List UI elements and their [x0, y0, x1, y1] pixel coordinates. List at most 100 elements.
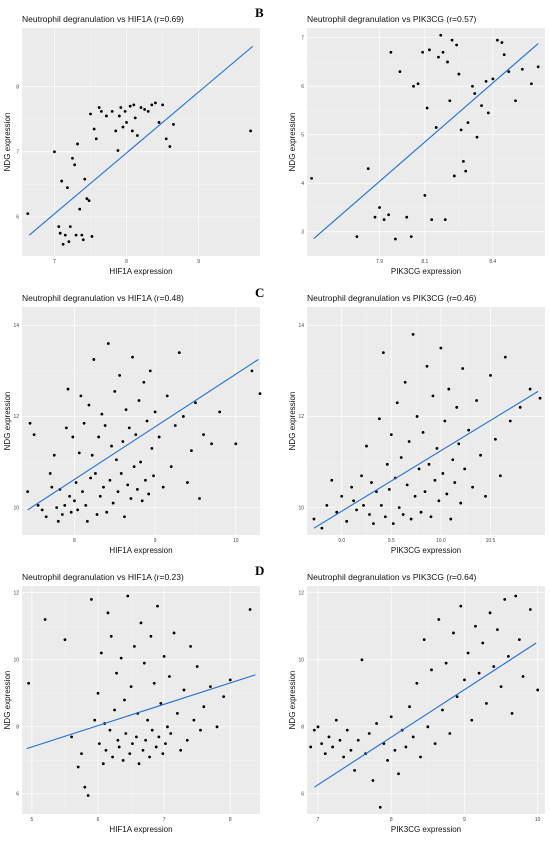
data-point: [57, 225, 61, 229]
data-point: [428, 48, 431, 52]
data-point: [467, 428, 471, 432]
data-point: [470, 718, 474, 722]
data-point: [134, 433, 138, 437]
x-tick-label: 10.0: [436, 538, 446, 544]
x-tick-label: 8: [73, 538, 76, 544]
y-tick-label: 5: [301, 133, 304, 139]
data-point: [411, 735, 415, 739]
data-point: [50, 485, 54, 489]
data-point: [228, 678, 232, 682]
plot-panel-background: [22, 307, 260, 535]
x-tick-label: 10.5: [486, 538, 496, 544]
y-tick-label: 7: [301, 36, 304, 42]
data-point: [89, 476, 92, 480]
data-point: [503, 598, 507, 601]
x-tick-label: 7: [53, 259, 56, 265]
data-point: [92, 358, 96, 361]
data-point: [143, 108, 147, 111]
data-point: [345, 519, 349, 523]
data-point: [82, 421, 86, 425]
data-point: [416, 82, 420, 86]
data-point: [320, 742, 324, 745]
data-point: [391, 522, 395, 525]
data-point: [133, 116, 137, 120]
y-tick-label: 6: [301, 792, 304, 798]
data-point: [375, 722, 378, 725]
data-point: [382, 218, 386, 222]
data-point: [383, 515, 387, 519]
data-point: [119, 472, 123, 475]
data-point: [373, 215, 377, 219]
data-point: [132, 465, 136, 468]
data-point: [117, 114, 121, 118]
data-point: [506, 655, 510, 658]
data-point: [353, 769, 356, 772]
data-point: [355, 508, 358, 512]
data-point: [350, 485, 354, 489]
data-point: [71, 156, 74, 160]
y-tick-label: 12: [13, 591, 19, 597]
data-point: [110, 109, 114, 113]
data-point: [386, 758, 389, 762]
y-tick-label: 8: [301, 725, 304, 731]
data-point: [455, 43, 458, 47]
y-tick-label: 10: [298, 658, 304, 664]
data-point: [389, 433, 393, 437]
data-point: [439, 33, 443, 37]
data-point: [142, 380, 146, 384]
data-point: [56, 519, 60, 523]
x-tick-label: 8: [229, 817, 232, 823]
data-point: [434, 126, 438, 129]
data-point: [222, 695, 226, 699]
data-point: [445, 492, 449, 496]
data-point: [129, 497, 133, 500]
x-axis-label: PIK3CG expression: [391, 825, 461, 834]
data-point: [68, 225, 72, 229]
data-point: [481, 641, 485, 645]
data-point: [498, 474, 502, 478]
data-point: [32, 433, 36, 437]
data-point: [395, 401, 399, 405]
data-point: [97, 742, 101, 745]
data-point: [154, 745, 158, 749]
data-point: [71, 435, 75, 439]
y-tick-label: 6: [301, 84, 304, 90]
data-point: [78, 207, 82, 211]
data-point: [441, 50, 445, 54]
data-point: [157, 735, 161, 739]
data-point: [121, 758, 125, 762]
data-point: [113, 389, 117, 393]
data-point: [175, 712, 179, 715]
data-point: [61, 242, 65, 246]
data-point: [415, 415, 419, 418]
data-point: [202, 433, 205, 437]
data-point: [331, 745, 335, 749]
data-point: [161, 103, 165, 107]
data-point: [92, 127, 96, 131]
data-point: [109, 634, 113, 638]
panel-label-c: C: [255, 285, 264, 300]
chart-title: Neutrophil degranulation vs HIF1A (r=0.4…: [22, 293, 184, 303]
data-point: [489, 374, 492, 377]
data-point: [130, 129, 134, 133]
data-point: [323, 752, 327, 756]
data-point: [484, 494, 487, 498]
y-tick-label: 7: [16, 150, 19, 156]
data-point: [360, 474, 363, 478]
data-point: [74, 481, 78, 484]
data-point: [455, 695, 459, 699]
data-point: [80, 752, 83, 756]
data-point: [164, 742, 167, 745]
data-point: [429, 515, 433, 519]
data-point: [312, 517, 316, 521]
data-point: [161, 485, 165, 489]
data-point: [209, 685, 212, 688]
data-point: [453, 481, 457, 484]
data-point: [99, 651, 103, 655]
data-point: [121, 440, 125, 443]
data-point: [101, 762, 105, 766]
data-point: [173, 424, 177, 427]
data-point: [327, 735, 331, 739]
data-point: [452, 174, 456, 178]
data-point: [161, 752, 165, 756]
